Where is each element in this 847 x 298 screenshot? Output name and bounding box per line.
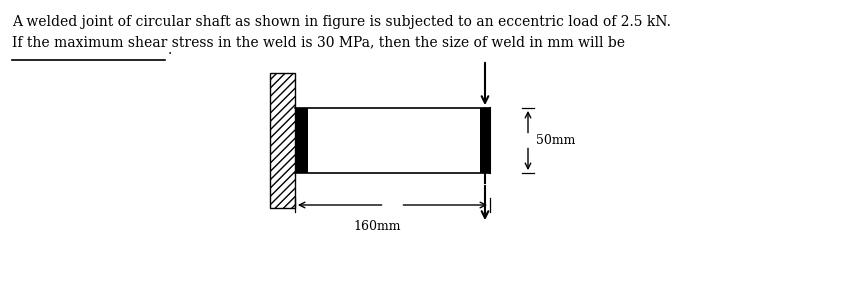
- Text: If the maximum shear stress in the weld is 30 MPa, then the size of weld in mm w: If the maximum shear stress in the weld …: [12, 35, 625, 49]
- Bar: [270, 73, 295, 208]
- Bar: [480, 108, 490, 173]
- Bar: [295, 108, 308, 173]
- Text: 160mm: 160mm: [354, 220, 401, 233]
- Text: A welded joint of circular shaft as shown in figure is subjected to an eccentric: A welded joint of circular shaft as show…: [12, 15, 671, 29]
- Text: .: .: [168, 43, 172, 57]
- Text: 50mm: 50mm: [536, 134, 575, 147]
